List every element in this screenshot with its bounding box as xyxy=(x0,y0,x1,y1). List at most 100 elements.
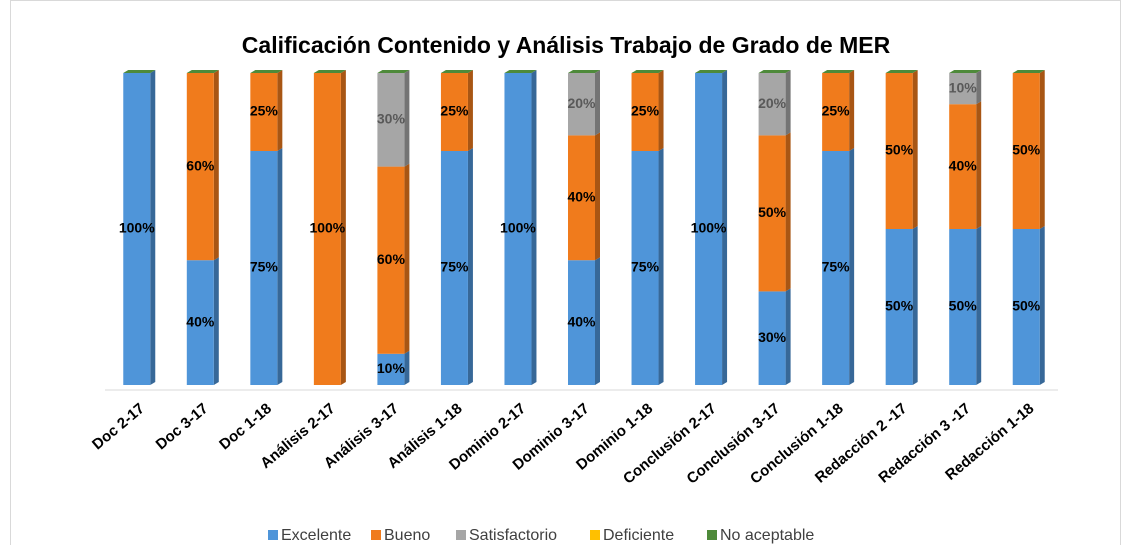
bar-segment xyxy=(568,135,595,261)
bar-side xyxy=(785,70,791,136)
legend-swatch xyxy=(268,530,278,540)
bar-top xyxy=(504,70,537,73)
bar-segment xyxy=(949,104,977,229)
legend-label: Satisfactorio xyxy=(469,527,557,544)
bar-top xyxy=(123,70,156,73)
chart-title: Calificación Contenido y Análisis Trabaj… xyxy=(242,32,891,58)
bar-top xyxy=(440,70,473,73)
bar-segment xyxy=(250,73,278,151)
bar-side xyxy=(595,257,600,385)
bar-segment xyxy=(186,260,214,385)
bar-segment xyxy=(822,151,850,385)
bar-top xyxy=(568,70,600,73)
bar-segment xyxy=(758,291,786,385)
bar-segment xyxy=(440,73,468,151)
bar-segment xyxy=(885,229,913,385)
bar-segment xyxy=(1012,73,1040,229)
bar-side xyxy=(976,101,982,229)
data-label: 60% xyxy=(186,157,215,173)
data-label: 50% xyxy=(1012,142,1041,158)
bar-side xyxy=(595,70,600,136)
bar-segment xyxy=(377,166,405,354)
legend-swatch xyxy=(371,530,381,540)
data-label: 75% xyxy=(631,259,660,275)
bar-side xyxy=(849,70,855,151)
bar-side xyxy=(658,70,664,151)
bar-segment xyxy=(758,73,786,136)
bar-side xyxy=(531,70,537,385)
data-label: 10% xyxy=(949,79,978,95)
bar-segment xyxy=(949,73,977,105)
bar-side xyxy=(340,70,346,385)
data-label: 50% xyxy=(1012,298,1041,314)
bar-side xyxy=(722,70,728,385)
bar-segment xyxy=(631,151,659,385)
data-label: 40% xyxy=(186,313,215,329)
bar-top xyxy=(1012,70,1045,73)
bar-side xyxy=(785,132,791,292)
data-label: 50% xyxy=(949,298,978,314)
data-label: 40% xyxy=(949,157,978,173)
bar-segment xyxy=(758,135,786,292)
bar-top xyxy=(885,70,918,73)
data-label: 75% xyxy=(440,259,469,275)
data-label: 30% xyxy=(377,111,406,127)
bar-segment xyxy=(631,73,659,151)
bar-segment xyxy=(695,73,723,385)
bar-side xyxy=(595,132,600,261)
bar-side xyxy=(849,148,855,385)
bar-side xyxy=(404,163,410,354)
bar-top xyxy=(186,70,219,73)
data-label: 75% xyxy=(250,259,279,275)
data-label: 20% xyxy=(758,95,787,111)
bar-side xyxy=(658,148,664,385)
data-label: 25% xyxy=(250,103,279,119)
bar-side xyxy=(912,70,918,229)
data-label: 75% xyxy=(822,259,851,275)
bar-side xyxy=(785,288,791,385)
data-label: 25% xyxy=(440,103,469,119)
bar-segment xyxy=(377,73,405,167)
bar-top xyxy=(758,70,791,73)
bar-top xyxy=(949,70,982,73)
bar-side xyxy=(912,226,918,385)
legend-label: Excelente xyxy=(281,527,351,544)
bar-top xyxy=(822,70,855,73)
bar-side xyxy=(404,350,410,385)
data-label: 25% xyxy=(822,103,851,119)
data-label: 100% xyxy=(309,220,345,236)
data-label: 50% xyxy=(758,204,787,220)
bar-segment xyxy=(123,73,151,385)
bar-segment xyxy=(822,73,850,151)
bar-segment xyxy=(1012,229,1040,385)
data-label: 100% xyxy=(691,220,727,236)
legend-label: No aceptable xyxy=(720,527,814,544)
bar-side xyxy=(404,70,410,167)
bar-side xyxy=(150,70,156,385)
bar-side xyxy=(277,70,283,151)
bar-top xyxy=(377,70,410,73)
legend-label: Deficiente xyxy=(603,527,674,544)
data-label: 20% xyxy=(567,95,596,111)
bar-top xyxy=(250,70,283,73)
bar-segment xyxy=(949,229,977,385)
bar-top xyxy=(695,70,728,73)
bar-segment xyxy=(313,73,341,385)
bar-segment xyxy=(440,151,468,385)
data-label: 30% xyxy=(758,329,787,345)
bar-segment xyxy=(377,353,405,385)
bar-top xyxy=(313,70,346,73)
legend-swatch xyxy=(590,530,600,540)
bar-side xyxy=(467,70,473,151)
data-label: 40% xyxy=(567,313,596,329)
bar-side xyxy=(277,148,283,385)
bar-side xyxy=(1039,70,1045,229)
bar-top xyxy=(631,70,664,73)
bar-segment xyxy=(568,73,595,136)
data-label: 100% xyxy=(500,220,536,236)
legend-swatch xyxy=(707,530,717,540)
bar-segment xyxy=(186,73,214,261)
bar-segment xyxy=(504,73,532,385)
data-label: 10% xyxy=(377,360,406,376)
